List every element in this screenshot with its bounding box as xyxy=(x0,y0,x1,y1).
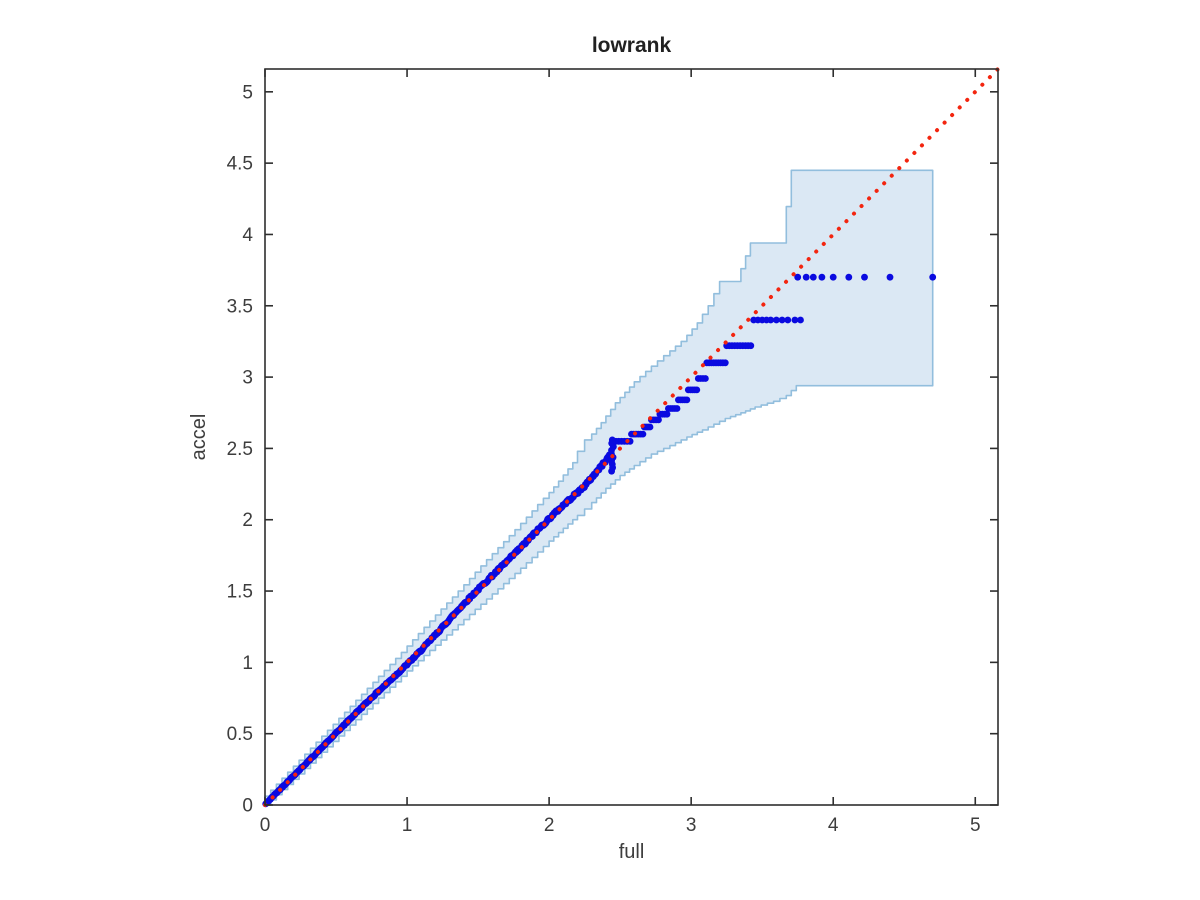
x-axis-label: full xyxy=(619,841,645,863)
x-tick-label: 1 xyxy=(402,815,413,836)
y-tick-label: 1.5 xyxy=(227,582,253,603)
data-point xyxy=(693,386,701,394)
reference-line-dotted xyxy=(263,67,1000,807)
confidence-band xyxy=(264,169,934,806)
data-point xyxy=(794,273,802,281)
data-point xyxy=(683,396,691,404)
y-tick-label: 4 xyxy=(242,225,253,246)
data-point xyxy=(655,416,662,424)
data-point xyxy=(747,342,755,350)
data-point xyxy=(702,375,709,382)
data-point xyxy=(886,273,894,281)
x-tick-labels: 0 1 2 3 4 5 xyxy=(260,815,981,836)
y-tick-label: 1 xyxy=(242,653,253,674)
data-point xyxy=(663,410,671,418)
axis-box xyxy=(264,68,999,806)
x-tick-label: 4 xyxy=(828,815,839,836)
y-tick-label: 2.5 xyxy=(227,439,253,460)
plot-title: lowrank xyxy=(592,34,672,57)
data-point xyxy=(818,273,826,281)
y-tick-label: 3 xyxy=(242,368,253,389)
data-point xyxy=(778,316,786,324)
y-tick-label: 4.5 xyxy=(227,154,253,175)
data-point xyxy=(809,273,817,281)
data-point xyxy=(829,273,837,281)
data-point xyxy=(639,430,647,438)
x-tick-label: 0 xyxy=(260,815,271,836)
y-tick-label: 3.5 xyxy=(227,296,253,317)
y-tick-label: 0.5 xyxy=(227,724,253,745)
y-axis-label: accel xyxy=(188,414,210,461)
data-point xyxy=(673,405,681,412)
data-point xyxy=(845,273,853,281)
data-point xyxy=(929,273,937,281)
x-tick-label: 5 xyxy=(970,815,981,836)
data-point xyxy=(861,273,868,281)
y-tick-label: 5 xyxy=(242,82,253,103)
data-point xyxy=(791,316,799,324)
data-point xyxy=(721,359,729,367)
x-tick-label: 2 xyxy=(544,815,555,836)
data-point xyxy=(646,423,654,431)
y-tick-label: 0 xyxy=(242,796,253,817)
data-point xyxy=(773,316,780,324)
data-point xyxy=(767,316,775,324)
y-tick-label: 2 xyxy=(242,510,253,531)
data-point xyxy=(797,316,804,324)
tick-marks xyxy=(264,69,998,806)
data-point xyxy=(802,273,810,281)
confidence-band-polygon xyxy=(264,169,934,806)
x-tick-label: 3 xyxy=(686,815,697,836)
y-tick-labels: 0 0.5 1 1.5 2 2.5 3 3.5 4 4.5 5 xyxy=(227,82,254,816)
data-point xyxy=(784,316,792,324)
